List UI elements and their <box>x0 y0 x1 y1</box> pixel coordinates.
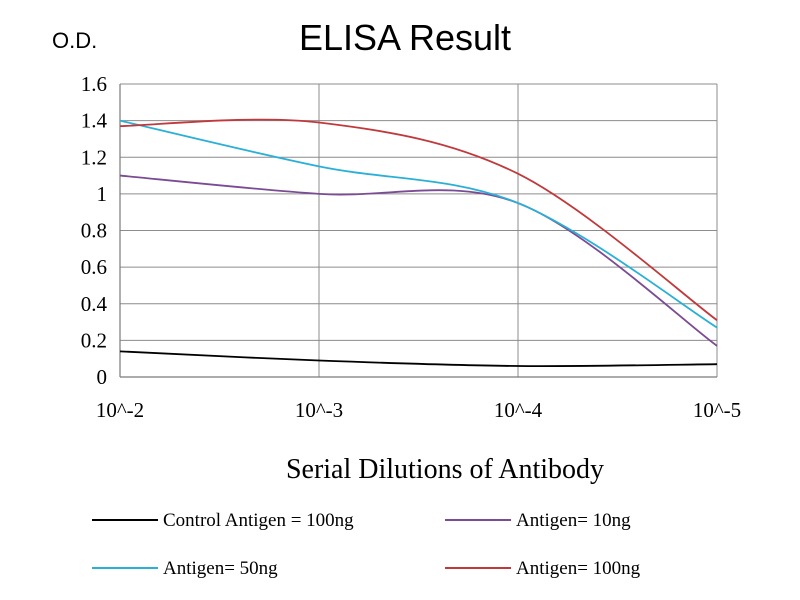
legend: Control Antigen = 100ng Antigen= 10ng Anti… <box>92 510 641 579</box>
legend-item: Antigen= 10ng <box>445 510 631 531</box>
legend-item: Antigen= 50ng <box>92 558 278 579</box>
legend-item: Control Antigen = 100ng <box>92 510 354 531</box>
x-tick-label: 10^-3 <box>295 398 343 422</box>
grid <box>120 83 718 377</box>
series-line-4 <box>119 118 718 321</box>
x-tick-label: 10^-5 <box>693 398 741 422</box>
series-lines <box>119 118 718 368</box>
legend-label: Antigen= 100ng <box>516 558 641 579</box>
y-tick-label: 1 <box>97 182 108 206</box>
series-line-1 <box>119 350 718 368</box>
y-tick-label: 0 <box>97 365 108 389</box>
legend-label: Antigen= 10ng <box>516 510 631 531</box>
y-tick-label: 1.4 <box>81 109 108 133</box>
series-line-2 <box>119 174 718 347</box>
x-tick-label: 10^-4 <box>494 398 543 422</box>
legend-label: Antigen= 50ng <box>163 558 278 579</box>
legend-label: Control Antigen = 100ng <box>163 510 354 531</box>
x-tick-labels: 10^-2 10^-3 10^-4 10^-5 <box>96 398 741 422</box>
axes <box>119 84 717 378</box>
y-tick-label: 0.6 <box>81 255 107 279</box>
y-tick-label: 1.6 <box>81 72 107 96</box>
legend-item: Antigen= 100ng <box>445 558 641 579</box>
series-line-3 <box>119 119 718 329</box>
y-tick-label: 0.2 <box>81 328 107 352</box>
y-tick-labels: 0 0.2 0.4 0.6 0.8 1 1.2 1.4 1.6 <box>81 72 108 389</box>
chart-title: ELISA Result <box>299 17 511 58</box>
y-tick-label: 1.2 <box>81 145 107 169</box>
y-axis-label: O.D. <box>52 28 97 53</box>
y-tick-label: 0.8 <box>81 219 107 243</box>
x-axis-label: Serial Dilutions of Antibody <box>286 454 604 485</box>
x-tick-label: 10^-2 <box>96 398 144 422</box>
y-tick-label: 0.4 <box>81 292 108 316</box>
